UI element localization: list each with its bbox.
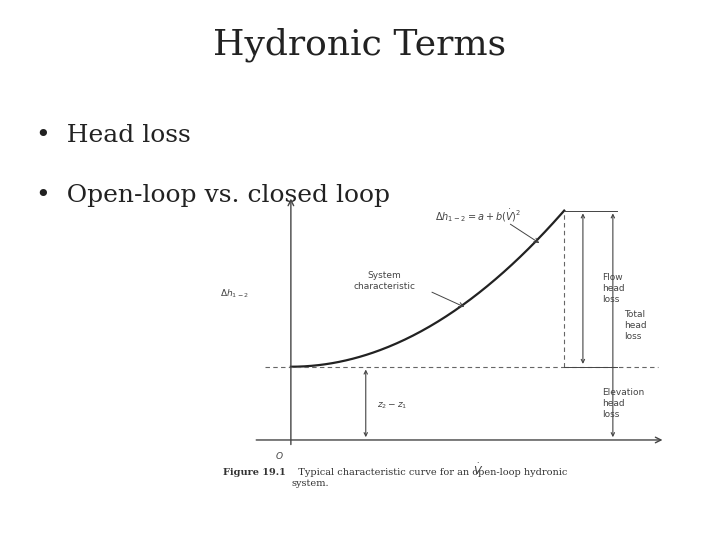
Text: •  Head loss: • Head loss bbox=[36, 124, 191, 147]
Text: Total
head
loss: Total head loss bbox=[624, 309, 647, 341]
Text: $\Delta h_{1-2} = a + b(\dot{V})^2$: $\Delta h_{1-2} = a + b(\dot{V})^2$ bbox=[435, 207, 521, 224]
Text: Figure 19.1: Figure 19.1 bbox=[223, 468, 286, 477]
Text: $\dot{V}$: $\dot{V}$ bbox=[473, 462, 483, 477]
Text: System
characteristic: System characteristic bbox=[354, 271, 415, 291]
Text: Hydronic Terms: Hydronic Terms bbox=[213, 27, 507, 62]
Text: O: O bbox=[276, 452, 283, 461]
Text: •  Open-loop vs. closed loop: • Open-loop vs. closed loop bbox=[36, 184, 390, 207]
Text: $z_2 - z_1$: $z_2 - z_1$ bbox=[377, 401, 407, 411]
Text: $\Delta h_{1-2}$: $\Delta h_{1-2}$ bbox=[220, 287, 249, 300]
Text: Elevation
head
loss: Elevation head loss bbox=[602, 388, 644, 419]
Text: Flow
head
loss: Flow head loss bbox=[602, 273, 624, 304]
Text: Typical characteristic curve for an open-loop hydronic
system.: Typical characteristic curve for an open… bbox=[292, 468, 567, 488]
